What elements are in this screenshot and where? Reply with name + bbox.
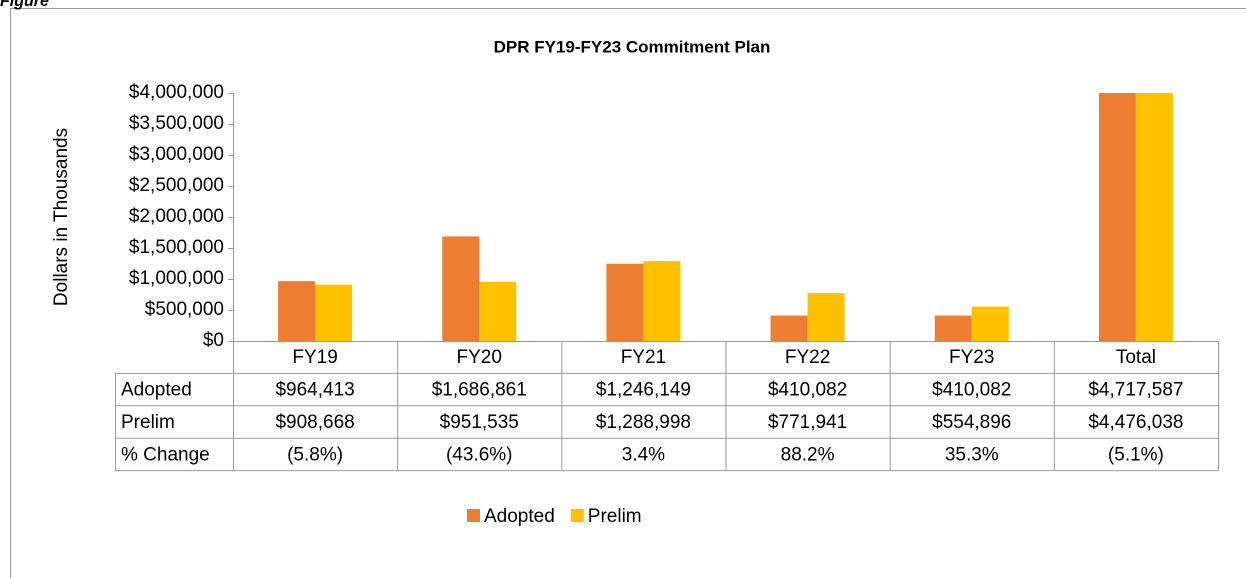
y-tick-label: $1,500,000 <box>129 237 224 258</box>
table-cell: $554,896 <box>932 412 1011 433</box>
y-tick-label: $1,000,000 <box>129 268 224 289</box>
legend-swatch <box>467 509 480 522</box>
table-cell: $908,668 <box>275 412 354 433</box>
table-cell: 88.2% <box>781 444 835 465</box>
bars <box>278 93 1173 341</box>
table-cell: 35.3% <box>945 444 999 465</box>
bar <box>315 284 353 341</box>
table-cell: $951,535 <box>440 412 519 433</box>
legend-label: Adopted <box>484 506 555 527</box>
legend-label: Prelim <box>588 506 642 527</box>
y-tick-label: $500,000 <box>145 299 224 320</box>
table-cell: (5.1%) <box>1108 444 1164 465</box>
bar <box>1098 93 1136 341</box>
row-header: Adopted <box>121 380 192 401</box>
row-header: Prelim <box>121 412 175 433</box>
x-tick-label: Total <box>1116 347 1156 368</box>
x-tick-label: FY22 <box>785 347 830 368</box>
table-cell: $410,082 <box>768 380 847 401</box>
table-cell: $771,941 <box>768 412 847 433</box>
x-tick-label: FY20 <box>457 347 502 368</box>
y-tick-label: $2,000,000 <box>129 206 224 227</box>
bar <box>278 281 316 341</box>
y-axis-label: Dollars in Thousands <box>51 128 72 306</box>
bar <box>807 293 845 341</box>
table-cell: 3.4% <box>622 444 665 465</box>
bar <box>1135 93 1173 341</box>
y-tick-label: $0 <box>203 330 224 351</box>
y-tick-label: $3,000,000 <box>129 144 224 165</box>
table-cell: $410,082 <box>932 380 1011 401</box>
figure-label: Figure <box>0 0 49 10</box>
table-cell: $4,717,587 <box>1088 380 1183 401</box>
bar <box>934 315 972 341</box>
legend-swatch <box>570 509 584 522</box>
row-header: % Change <box>121 444 210 465</box>
table-cell: (43.6%) <box>446 444 513 465</box>
table-cell: $4,476,038 <box>1088 412 1183 433</box>
table-cell: $1,246,149 <box>596 380 691 401</box>
bar <box>442 236 480 341</box>
bar <box>971 306 1009 341</box>
x-tick-label: FY23 <box>949 347 994 368</box>
chart-title: DPR FY19-FY23 Commitment Plan <box>494 37 771 56</box>
x-tick-label: FY21 <box>621 347 666 368</box>
table-cell: $964,413 <box>275 380 354 401</box>
y-tick-label: $2,500,000 <box>129 175 224 196</box>
bar <box>770 315 808 341</box>
table-cell: $1,288,998 <box>596 412 691 433</box>
y-tick-label: $4,000,000 <box>129 82 224 103</box>
bar <box>606 263 644 341</box>
y-tick-label: $3,500,000 <box>129 113 224 134</box>
table-cell: (5.8%) <box>287 444 343 465</box>
table-cell: $1,686,861 <box>432 380 527 401</box>
bar <box>479 282 517 341</box>
bar <box>643 261 681 341</box>
x-tick-label: FY19 <box>292 347 337 368</box>
